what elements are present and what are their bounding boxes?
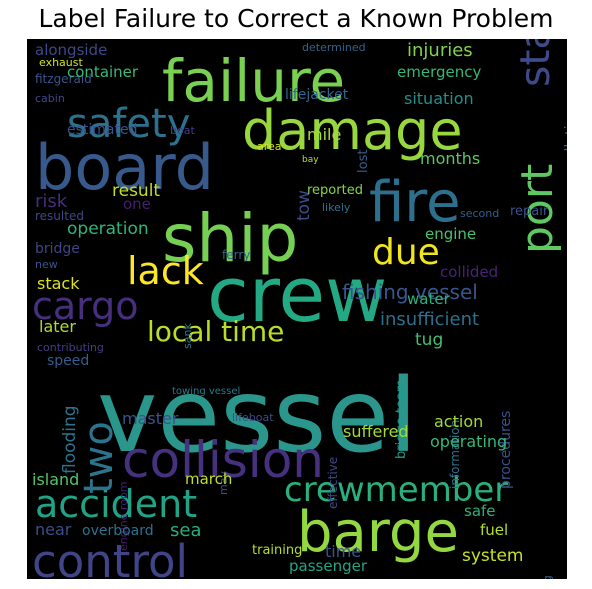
word-failure: failure bbox=[162, 47, 345, 115]
word-fuel: fuel bbox=[480, 521, 508, 539]
word-cabin: cabin bbox=[35, 92, 65, 105]
word-near: near bbox=[35, 520, 72, 539]
word-safe: safe bbox=[464, 502, 496, 520]
word-repair: repair bbox=[510, 204, 549, 219]
word-two: two bbox=[76, 421, 122, 494]
word-engine-room: engine room bbox=[117, 482, 130, 551]
word-bay: bay bbox=[302, 155, 319, 165]
word-starboard: starboard bbox=[511, 39, 559, 87]
word-operating: operating bbox=[430, 432, 507, 451]
word-collision: collision bbox=[122, 431, 324, 489]
word-reported: reported bbox=[307, 183, 363, 198]
word-emergency: emergency bbox=[397, 63, 481, 81]
word-estimated: estimated bbox=[67, 122, 138, 138]
word-board: board bbox=[35, 131, 214, 204]
word-flooding: flooding bbox=[60, 405, 80, 474]
word-information: information bbox=[448, 420, 462, 489]
word-resulted: resulted bbox=[35, 209, 84, 223]
word-overboard: overboard bbox=[82, 523, 154, 539]
word-boat: boat bbox=[170, 124, 195, 137]
word-water: water bbox=[407, 290, 451, 308]
word-time: time bbox=[325, 542, 361, 561]
word-pollution: pollution bbox=[563, 108, 567, 169]
word-speed: speed bbox=[47, 353, 89, 369]
word-vessel: vessel bbox=[97, 357, 418, 476]
word-bridge-team: bridge team bbox=[394, 379, 409, 459]
word-tug: tug bbox=[415, 330, 443, 350]
word-insufficient: insufficient bbox=[380, 309, 479, 330]
word-sank: sank bbox=[181, 323, 194, 349]
plot-title: Label Failure to Correct a Known Problem bbox=[38, 4, 554, 33]
word-lack: lack bbox=[127, 249, 204, 293]
word-stack: stack bbox=[37, 274, 80, 293]
word-mile: mile bbox=[307, 125, 341, 144]
word-port: port bbox=[512, 164, 563, 254]
word-exhaust: exhaust bbox=[39, 56, 83, 69]
word-due: due bbox=[372, 232, 440, 273]
word-towing-vessel: towing vessel bbox=[172, 386, 240, 397]
word-fitzgerald: fitzgerald bbox=[35, 72, 92, 86]
word-crewmember: crewmember bbox=[284, 470, 508, 510]
word-crew: crew bbox=[207, 250, 387, 339]
word-tow: tow bbox=[294, 190, 314, 221]
word-operation: operation bbox=[67, 219, 149, 239]
word-container: container bbox=[67, 63, 139, 81]
word-passenger: passenger bbox=[289, 557, 368, 575]
word-system: system bbox=[462, 546, 523, 566]
word-cloud: vessel crew board barge failure damage ship col… bbox=[27, 39, 567, 579]
word-effective: effective bbox=[326, 457, 340, 509]
word-likely: likely bbox=[322, 201, 351, 214]
word-march: march bbox=[185, 470, 232, 488]
word-control: control bbox=[32, 535, 188, 579]
word-lifeboat: lifeboat bbox=[232, 411, 274, 424]
word-bridge: bridge bbox=[35, 241, 80, 257]
word-ferry: ferry bbox=[222, 248, 250, 262]
word-second: second bbox=[460, 207, 499, 220]
word-one: one bbox=[123, 195, 151, 213]
word-training: training bbox=[252, 543, 302, 558]
word-collided: collided bbox=[440, 263, 498, 281]
word-suffered: suffered bbox=[343, 422, 409, 441]
word-master: master bbox=[122, 409, 179, 428]
word-sea: sea bbox=[170, 520, 201, 541]
word-fishing-vessel: fishing vessel bbox=[342, 280, 478, 304]
word-lost: lost bbox=[356, 150, 371, 173]
word-later: later bbox=[39, 317, 76, 336]
word-new: new bbox=[35, 258, 58, 271]
word-risk: risk bbox=[35, 191, 68, 212]
word-months: months bbox=[420, 149, 480, 168]
word-cargo: cargo bbox=[32, 284, 139, 328]
word-injuries: injuries bbox=[407, 40, 473, 61]
word-mooring: mooring bbox=[541, 575, 554, 579]
word-procedures: procedures bbox=[498, 411, 514, 489]
word-barge: barge bbox=[297, 500, 459, 565]
word-may: may bbox=[217, 471, 230, 495]
word-determined: determined bbox=[302, 41, 366, 54]
word-alongside: alongside bbox=[35, 41, 107, 59]
word-safety: safety bbox=[67, 101, 190, 147]
word-island: island bbox=[32, 470, 79, 489]
word-engine: engine bbox=[425, 225, 476, 243]
word-damage: damage bbox=[242, 99, 463, 162]
word-action: action bbox=[434, 412, 483, 431]
word-area: area bbox=[257, 140, 282, 153]
word-lifejacket: lifejacket bbox=[285, 87, 349, 103]
word-situation: situation bbox=[404, 89, 474, 108]
word-contributing: contributing bbox=[37, 341, 104, 354]
word-result: result bbox=[112, 181, 160, 201]
word-fire: fire bbox=[369, 170, 461, 235]
word-ship: ship bbox=[162, 200, 298, 277]
word-local-time: local time bbox=[147, 315, 284, 348]
word-accident: accident bbox=[35, 482, 197, 526]
